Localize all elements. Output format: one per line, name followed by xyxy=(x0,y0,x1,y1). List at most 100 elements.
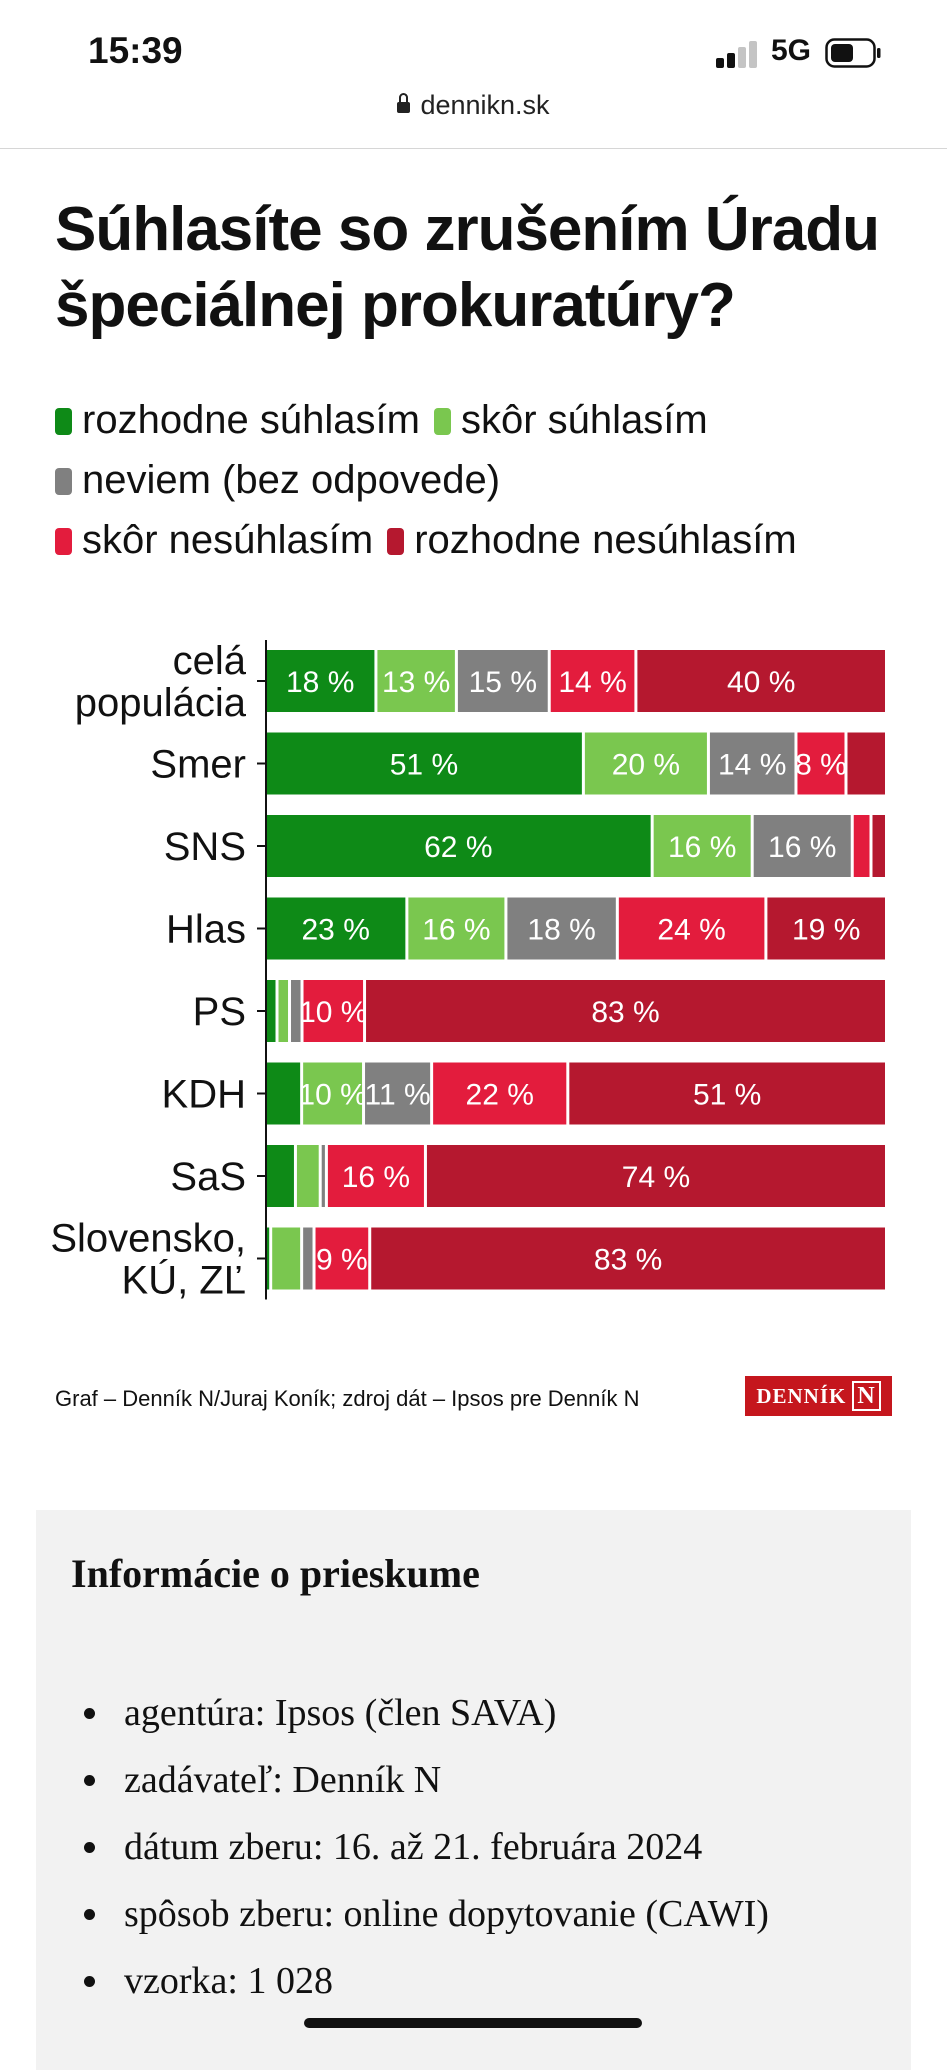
data-label: 8 % xyxy=(795,749,847,782)
bar-segment xyxy=(303,1227,313,1290)
category-label: SaS xyxy=(170,1155,246,1199)
data-label: 16 % xyxy=(668,831,736,864)
list-item: vzorka: 1 028 xyxy=(84,1948,769,2015)
data-label: 14 % xyxy=(718,749,786,782)
bar-segment xyxy=(327,1145,424,1207)
legend-label: neviem (bez odpovede) xyxy=(82,458,501,502)
list-item: spôsob zberu: online dopytovanie (CAWI) xyxy=(84,1881,769,1948)
data-label: 16 % xyxy=(422,914,490,947)
bar-segment xyxy=(291,980,301,1042)
legend-label: skôr súhlasím xyxy=(460,398,708,442)
chart-title: Súhlasíte so zrušením Úradu špeciálnej p… xyxy=(55,195,880,340)
data-label: 10 % xyxy=(299,996,367,1029)
bar-segment xyxy=(272,1227,301,1290)
bar-segment xyxy=(507,897,616,960)
data-label: 83 % xyxy=(594,1244,662,1277)
legend-swatch xyxy=(55,408,72,435)
list-item: zadávateľ: Denník N xyxy=(84,1747,769,1814)
legend-swatch xyxy=(387,528,405,555)
list-item: agentúra: Ipsos (člen SAVA) xyxy=(84,1680,769,1747)
bar-segment xyxy=(653,815,751,877)
bar-segment xyxy=(303,1062,363,1125)
bar-segment xyxy=(426,1145,885,1207)
battery-icon xyxy=(825,38,881,68)
legend-label: rozhodne súhlasím xyxy=(82,398,420,442)
survey-info-list: agentúra: Ipsos (člen SAVA) zadávateľ: D… xyxy=(36,1680,769,2015)
data-label: 11 % xyxy=(365,1079,431,1112)
legend-item: skôr nesúhlasím xyxy=(55,510,373,570)
legend-swatch xyxy=(55,528,72,555)
legend-swatch xyxy=(55,468,72,495)
chart-legend: rozhodne súhlasím skôr súhlasím neviem (be… xyxy=(55,390,915,570)
data-label: 15 % xyxy=(469,666,537,699)
data-label: 13 % xyxy=(382,666,450,699)
category-label: SNS xyxy=(164,825,246,869)
bar-segment xyxy=(853,815,870,877)
dennik-n-logo[interactable]: DENNÍK N xyxy=(745,1376,892,1416)
home-indicator[interactable] xyxy=(304,2018,642,2028)
legend-row: rozhodne súhlasím skôr súhlasím xyxy=(55,390,915,450)
clock: 15:39 xyxy=(88,30,183,71)
bar-segment xyxy=(303,980,364,1042)
legend-item: rozhodne súhlasím xyxy=(55,390,420,450)
bar-segment xyxy=(569,1062,885,1125)
data-label: 51 % xyxy=(390,749,458,782)
legend-item: rozhodne nesúhlasím xyxy=(387,510,797,570)
bar-segment xyxy=(278,980,289,1042)
data-label: 18 % xyxy=(286,666,354,699)
data-label: 20 % xyxy=(612,749,680,782)
bar-segment xyxy=(618,897,765,960)
list-item: dátum zberu: 16. až 21. februára 2024 xyxy=(84,1814,769,1881)
legend-swatch xyxy=(433,408,451,435)
data-label: 40 % xyxy=(727,666,795,699)
bar-segment xyxy=(266,1227,270,1290)
bar-segment xyxy=(408,897,505,960)
bar-segment xyxy=(266,1062,301,1125)
bar-segment xyxy=(365,1062,431,1125)
bar-segment xyxy=(266,650,375,712)
legend-label: rozhodne nesúhlasím xyxy=(414,518,797,562)
data-label: 10 % xyxy=(298,1079,366,1112)
logo-letter: N xyxy=(852,1381,881,1411)
lock-icon xyxy=(397,93,411,113)
bar-segment xyxy=(296,1145,319,1207)
data-label: 16 % xyxy=(768,831,836,864)
bar-segment xyxy=(872,815,885,877)
bar-segment xyxy=(709,732,795,795)
data-label: 19 % xyxy=(792,914,860,947)
bar-segment xyxy=(266,980,276,1042)
bar-segment xyxy=(753,815,851,877)
legend-item: neviem (bez odpovede) xyxy=(55,450,500,510)
bar-segment xyxy=(433,1062,567,1125)
data-label: 22 % xyxy=(466,1079,534,1112)
bar-segment xyxy=(550,650,635,712)
category-label: KDH xyxy=(162,1073,246,1117)
data-label: 18 % xyxy=(527,914,595,947)
data-label: 16 % xyxy=(342,1161,410,1194)
bar-segment xyxy=(847,732,885,795)
bar-segment xyxy=(266,897,406,960)
stacked-bar-chart: 18 % 13 % 15 % 14 % 40 % celá populácia 51 % 20 … xyxy=(50,639,886,1303)
category-label: celá populácia xyxy=(75,639,247,725)
network-label: 5G xyxy=(771,34,812,67)
bar-segment xyxy=(266,1145,294,1207)
legend-row: skôr nesúhlasím rozhodne nesúhlasím xyxy=(55,510,915,570)
status-bar: 15:39 5G dennikn.sk xyxy=(0,0,947,149)
bar-segment xyxy=(366,980,885,1042)
data-label: 51 % xyxy=(693,1079,761,1112)
category-label: Hlas xyxy=(166,908,246,952)
logo-word: DENNÍK xyxy=(756,1383,847,1408)
bar-segment xyxy=(457,650,548,712)
legend-label: skôr nesúhlasím xyxy=(82,518,374,562)
data-label: 24 % xyxy=(657,914,725,947)
data-label: 14 % xyxy=(558,666,626,699)
bar-segment xyxy=(637,650,885,712)
address-bar[interactable]: dennikn.sk xyxy=(0,90,947,121)
legend-row: neviem (bez odpovede) xyxy=(55,450,915,510)
data-label: 9 % xyxy=(316,1244,368,1277)
category-label: Smer xyxy=(150,743,246,787)
data-label: 23 % xyxy=(301,914,369,947)
bar-segment xyxy=(266,815,651,877)
bar-segment xyxy=(797,732,845,795)
category-label: Slovensko, KÚ, ZĽ xyxy=(50,1217,246,1303)
